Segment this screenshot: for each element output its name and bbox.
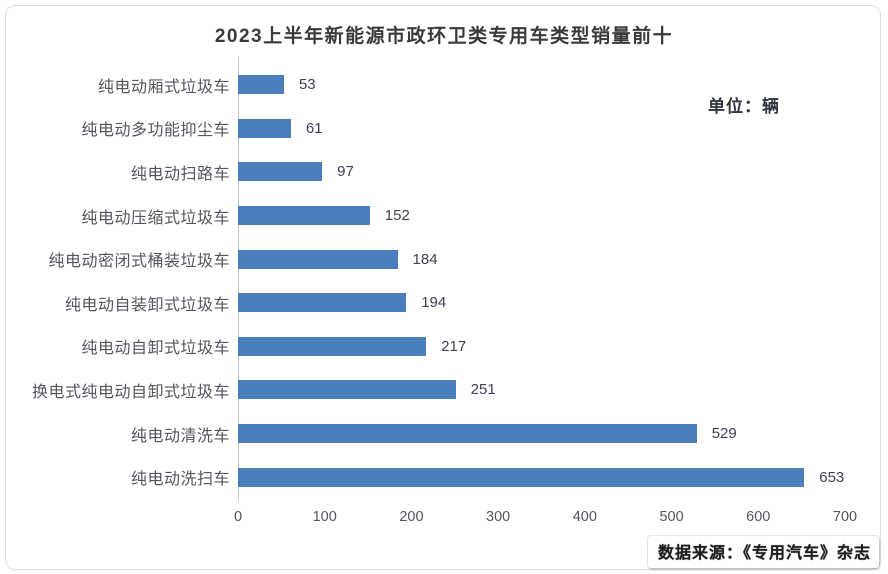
bar-row: 纯电动密闭式桶装垃圾车 184 bbox=[0, 237, 888, 281]
bar-value-label: 152 bbox=[384, 207, 410, 225]
bar bbox=[238, 162, 323, 182]
bar bbox=[238, 380, 456, 400]
bar-row: 纯电动厢式垃圾车 53 bbox=[0, 63, 888, 107]
bar-row: 纯电动自装卸式垃圾车 194 bbox=[0, 281, 888, 325]
bar-row: 纯电动多功能抑尘车 61 bbox=[0, 107, 888, 151]
category-label: 纯电动自装卸式垃圾车 bbox=[64, 296, 230, 314]
category-label: 纯电动自卸式垃圾车 bbox=[81, 340, 230, 358]
category-label: 纯电动清洗车 bbox=[130, 427, 230, 445]
category-label: 纯电动洗扫车 bbox=[130, 471, 230, 489]
x-tick-label: 500 bbox=[659, 509, 684, 525]
x-tick-label: 0 bbox=[233, 509, 243, 525]
bar bbox=[238, 118, 291, 138]
x-tick-label: 600 bbox=[746, 509, 771, 525]
bar-row: 纯电动压缩式垃圾车 152 bbox=[0, 194, 888, 238]
bar-value-label: 194 bbox=[421, 294, 447, 312]
data-source-label: 数据来源：《专用汽车》杂志 bbox=[647, 536, 879, 568]
x-axis: 0 100 200 300 400 500 600 700 bbox=[234, 507, 857, 531]
bar-value-label: 653 bbox=[819, 468, 845, 486]
category-label: 纯电动厢式垃圾车 bbox=[97, 78, 230, 96]
bar bbox=[238, 293, 407, 313]
category-label: 纯电动压缩式垃圾车 bbox=[81, 209, 230, 227]
category-label: 纯电动多功能抑尘车 bbox=[81, 122, 230, 140]
category-label: 纯电动密闭式桶装垃圾车 bbox=[48, 253, 230, 271]
bar-value-label: 217 bbox=[441, 337, 467, 355]
bar-chart: 纯电动厢式垃圾车 53 纯电动多功能抑尘车 61 纯电动扫路车 97 纯电动压缩式垃圾车 15… bbox=[0, 57, 888, 502]
x-tick-label: 700 bbox=[832, 509, 858, 525]
bar bbox=[238, 336, 427, 356]
bar-value-label: 529 bbox=[711, 425, 737, 443]
bar bbox=[238, 75, 284, 95]
x-tick-label: 100 bbox=[312, 509, 337, 525]
bar bbox=[238, 206, 370, 226]
bar-rows: 纯电动厢式垃圾车 53 纯电动多功能抑尘车 61 纯电动扫路车 97 纯电动压缩式垃圾车 15… bbox=[0, 63, 888, 499]
x-tick-label: 400 bbox=[572, 509, 597, 525]
bar-value-label: 97 bbox=[337, 163, 354, 181]
y-axis-line bbox=[238, 57, 239, 502]
category-label: 纯电动扫路车 bbox=[130, 165, 230, 183]
bar-value-label: 184 bbox=[412, 250, 438, 268]
bar-row: 换电式纯电动自卸式垃圾车 251 bbox=[0, 368, 888, 412]
chart-title: 2023上半年新能源市政环卫类专用车类型销量前十 bbox=[214, 26, 674, 47]
x-tick-label: 300 bbox=[486, 509, 511, 525]
bar bbox=[238, 249, 398, 269]
bar-row: 纯电动洗扫车 653 bbox=[0, 455, 888, 499]
bar-row: 纯电动清洗车 529 bbox=[0, 412, 888, 456]
bar bbox=[238, 467, 805, 487]
bar-value-label: 251 bbox=[470, 381, 496, 399]
bar-value-label: 53 bbox=[298, 76, 316, 94]
unit-label: 单位：辆 bbox=[708, 97, 780, 116]
x-tick-label: 200 bbox=[399, 509, 424, 525]
bar bbox=[238, 424, 697, 444]
bar-value-label: 61 bbox=[305, 119, 323, 137]
bar-row: 纯电动扫路车 97 bbox=[0, 150, 888, 194]
bar-row: 纯电动自卸式垃圾车 217 bbox=[0, 325, 888, 369]
category-label: 换电式纯电动自卸式垃圾车 bbox=[31, 383, 230, 401]
